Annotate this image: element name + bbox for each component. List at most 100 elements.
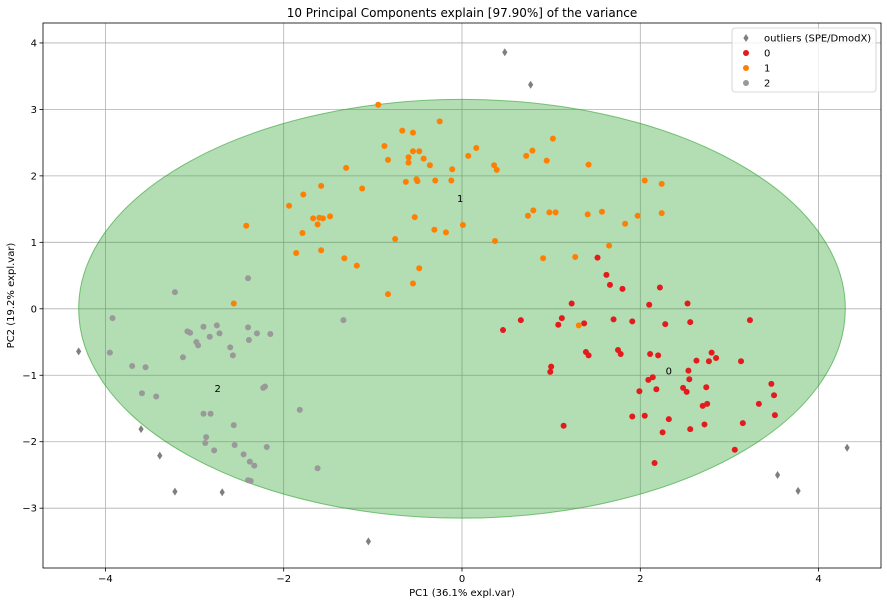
cluster-1-point xyxy=(449,166,456,173)
cluster-0-point xyxy=(619,285,626,292)
cluster-0-point xyxy=(662,321,669,328)
cluster-0-point xyxy=(687,319,694,326)
cluster-2-point xyxy=(171,289,178,296)
cluster-1-point xyxy=(584,211,591,218)
cluster-0-point xyxy=(629,318,636,325)
cluster-0-point xyxy=(746,317,753,324)
cluster-1-point xyxy=(409,129,416,136)
cluster-1-point xyxy=(523,152,530,159)
cluster-0-point xyxy=(755,400,762,407)
cluster-0-point xyxy=(731,446,738,453)
cluster-2-point xyxy=(138,390,145,397)
cluster-2-point xyxy=(227,344,234,351)
cluster-2-point xyxy=(314,465,321,472)
cluster-2-point xyxy=(245,337,252,344)
cluster-1-point xyxy=(243,222,250,229)
outlier-point xyxy=(219,488,225,497)
cluster-1-point xyxy=(658,180,665,187)
y-tick-label: −2 xyxy=(22,437,37,448)
cluster-label: 2 xyxy=(215,384,221,395)
cluster-2-point xyxy=(153,393,160,400)
cluster-1-point xyxy=(543,157,550,164)
y-axis-label: PC2 (19.2% expl.var) xyxy=(6,243,17,349)
cluster-1-point xyxy=(327,213,334,220)
outlier-point xyxy=(172,487,178,496)
cluster-1-point xyxy=(634,212,641,219)
cluster-0-point xyxy=(683,388,690,395)
legend-entry-label: 0 xyxy=(764,49,770,60)
cluster-1-point xyxy=(399,127,406,134)
cluster-0-point xyxy=(686,376,693,383)
cluster-0-point xyxy=(581,320,588,327)
cluster-1-point xyxy=(381,142,388,149)
cluster-0-point xyxy=(659,429,666,436)
outlier-point xyxy=(844,443,850,452)
cluster-1-point xyxy=(598,208,605,215)
cluster-1-point xyxy=(546,209,553,216)
x-tick-label: −2 xyxy=(276,574,291,585)
cluster-2-point xyxy=(142,364,149,371)
outlier-point xyxy=(157,451,163,460)
cluster-1-point xyxy=(409,280,416,287)
cluster-2-point xyxy=(246,458,253,465)
cluster-0-point xyxy=(693,357,700,364)
cluster-2-point xyxy=(229,352,236,359)
y-tick-label: 3 xyxy=(31,105,37,116)
cluster-0-point xyxy=(685,367,692,374)
cluster-2-point xyxy=(202,440,209,447)
outlier-point xyxy=(774,470,781,479)
cluster-0-point xyxy=(687,426,694,433)
cluster-1-point xyxy=(413,176,420,183)
cluster-1-point xyxy=(300,191,307,198)
cluster-0-point xyxy=(665,416,672,423)
cluster-2-point xyxy=(206,333,213,340)
cluster-0-point xyxy=(713,354,720,361)
cluster-1-point xyxy=(299,230,306,237)
cluster-1-point xyxy=(572,253,579,260)
cluster-0-point xyxy=(560,422,567,429)
x-tick-label: −4 xyxy=(98,574,113,585)
cluster-1-point xyxy=(431,226,438,233)
chart-title: 10 Principal Components explain [97.90%]… xyxy=(287,6,638,20)
cluster-0-point xyxy=(636,388,643,395)
confidence-ellipse xyxy=(78,98,846,519)
cluster-1-point xyxy=(585,161,592,168)
cluster-1-point xyxy=(606,242,613,249)
cluster-2-point xyxy=(213,322,220,329)
cluster-2-point xyxy=(253,330,260,337)
cluster-2-point xyxy=(267,331,274,338)
x-axis-ticks: −4 −2 0 2 4 xyxy=(98,568,822,585)
cluster-1-point xyxy=(641,177,648,184)
cluster-2-point xyxy=(106,349,113,356)
cluster-2-point xyxy=(207,410,214,417)
cluster-2-point xyxy=(230,422,237,429)
cluster-0-point xyxy=(701,421,708,428)
y-tick-label: −1 xyxy=(22,371,37,382)
x-axis-label: PC1 (36.1% expl.var) xyxy=(409,588,515,599)
cluster-1-point xyxy=(540,255,547,262)
cluster-0-point xyxy=(594,254,601,261)
cluster-1-point xyxy=(341,255,348,262)
cluster-1-point xyxy=(552,209,559,216)
cluster-0-point xyxy=(771,412,778,419)
cluster-1-point xyxy=(318,182,325,189)
cluster-0-point xyxy=(651,459,658,466)
y-tick-label: 1 xyxy=(31,238,37,249)
cluster-1-point xyxy=(405,154,412,161)
cluster-2-point xyxy=(211,447,218,454)
legend-entry-label: outliers (SPE/DmodX) xyxy=(764,34,871,45)
cluster-0-point xyxy=(500,327,507,334)
cluster-1-point xyxy=(529,147,536,154)
cluster-2-point xyxy=(203,434,210,441)
cluster-1-point xyxy=(530,207,537,214)
cluster-1-point xyxy=(353,262,360,269)
legend-marker-1 xyxy=(743,65,749,71)
legend-marker-outlier xyxy=(743,34,749,42)
cluster-2-point xyxy=(195,342,202,349)
outlier-point xyxy=(76,347,82,356)
cluster-2-point xyxy=(245,324,252,331)
cluster-1-point xyxy=(314,221,321,228)
cluster-1-point xyxy=(392,236,399,243)
cluster-1-point xyxy=(491,162,498,169)
cluster-2-point xyxy=(216,330,223,337)
